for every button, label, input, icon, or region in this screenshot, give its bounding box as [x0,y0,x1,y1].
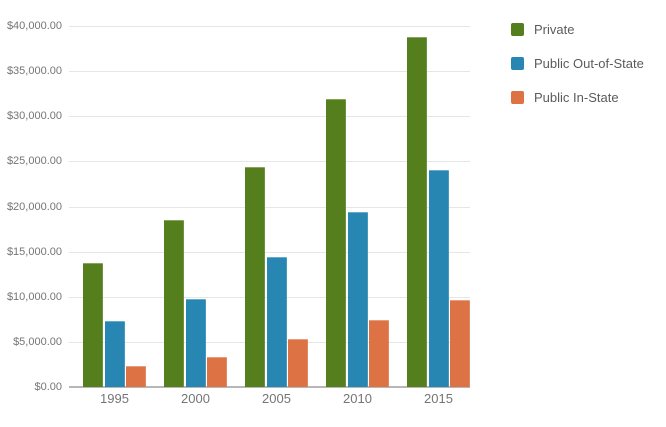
gridline [69,26,470,27]
legend-label: Private [534,22,575,37]
legend-swatch-icon [511,91,524,104]
bar-private-2010 [326,99,346,387]
legend: Private Public Out-of-State Public In-Stat… [511,22,644,124]
y-axis-tick-label: $15,000.00 [6,245,62,258]
x-axis-label: 2010 [343,391,372,406]
y-axis-tick-label: $35,000.00 [6,65,62,78]
bar-public-in-state-2005 [288,339,308,387]
legend-swatch-icon [511,57,524,70]
gridline [69,161,470,163]
bar-public-out-of-state-2005 [266,257,287,387]
y-axis-tick-label: $20,000.00 [6,200,62,213]
bar-public-out-of-state-2015 [428,170,449,387]
x-axis-label: 2005 [262,391,291,406]
bar-public-out-of-state-2000 [185,298,206,387]
legend-label: Public Out-of-State [534,56,644,71]
y-axis-tick-label: $25,000.00 [6,155,62,168]
y-axis-tick-label: $40,000.00 [6,20,62,32]
gridline [69,206,470,208]
y-axis-tick-label: $0.00 [34,381,62,393]
legend-swatch-icon [511,23,524,36]
legend-item-public-in-state: Public In-State [511,90,644,105]
bar-public-out-of-state-1995 [104,321,125,387]
gridline [69,116,470,118]
bar-public-in-state-2000 [207,357,227,387]
bar-public-in-state-1995 [126,366,146,387]
bar-private-1995 [83,262,103,387]
bar-group-1995 [83,26,146,387]
bar-private-2015 [407,36,427,387]
bar-group-2010 [326,26,389,387]
bar-private-2000 [164,220,184,387]
bar-public-in-state-2015 [450,299,470,387]
bar-group-2015 [407,26,470,387]
y-axis-tick-label: $10,000.00 [6,290,62,303]
y-axis-tick-label: $30,000.00 [6,110,62,123]
x-axis-label: 1995 [100,391,129,406]
x-axis-line [69,386,470,388]
gridline [69,251,470,253]
bar-private-2005 [245,166,265,387]
gridline [69,71,470,73]
bar-public-in-state-2010 [369,319,389,387]
legend-item-private: Private [511,22,644,37]
x-axis-label: 2015 [424,391,453,406]
bar-public-out-of-state-2010 [347,211,368,387]
legend-item-public-out-of-state: Public Out-of-State [511,56,644,71]
legend-label: Public In-State [534,90,619,105]
bar-group-2005 [245,26,308,387]
x-axis-label: 2000 [181,391,210,406]
y-axis-tick-label: $5,000.00 [13,335,62,348]
bar-group-2000 [164,26,227,387]
